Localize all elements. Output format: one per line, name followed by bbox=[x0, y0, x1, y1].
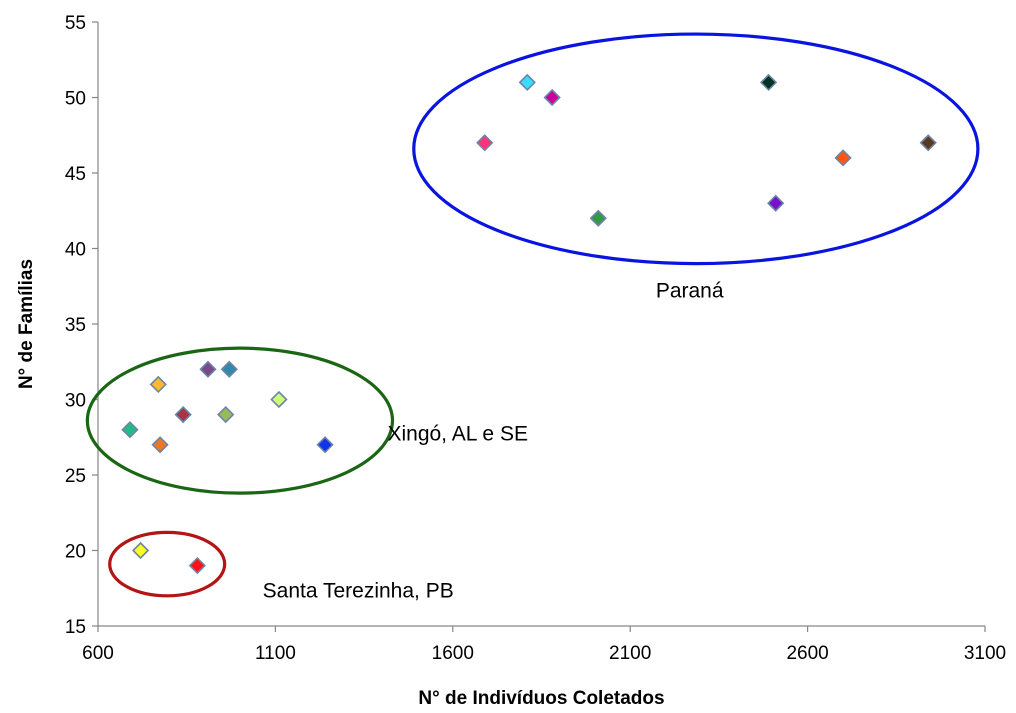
group-label: Paraná bbox=[656, 280, 724, 303]
data-point bbox=[199, 360, 217, 378]
data-point bbox=[759, 73, 778, 92]
x-tick-label: 3100 bbox=[964, 643, 1006, 664]
y-tick-label: 30 bbox=[65, 391, 86, 412]
data-point bbox=[217, 405, 235, 424]
y-tick-label: 15 bbox=[65, 617, 86, 638]
group-ellipses bbox=[85, 32, 980, 598]
group-labels: Paraná Xingó, AL e SE Santa Terezinha, PB bbox=[263, 280, 724, 603]
y-tick-label: 40 bbox=[65, 240, 86, 261]
x-tick-label: 600 bbox=[82, 643, 114, 664]
data-point bbox=[767, 194, 785, 212]
group-ellipse bbox=[412, 32, 980, 266]
data-point bbox=[131, 541, 150, 560]
group-label: Xingó, AL e SE bbox=[387, 422, 528, 445]
x-tick-label: 1100 bbox=[255, 643, 296, 664]
data-point bbox=[589, 209, 607, 227]
data-point bbox=[151, 436, 169, 454]
data-point bbox=[518, 73, 536, 92]
data-point bbox=[543, 88, 561, 107]
data-point bbox=[316, 436, 334, 454]
y-axis-ticks: 15 20 25 30 35 40 45 50 55 bbox=[65, 13, 98, 638]
data-point bbox=[476, 134, 494, 152]
x-axis-title: N° de Indivíduos Coletados bbox=[418, 688, 664, 709]
y-tick-label: 55 bbox=[65, 13, 86, 34]
x-axis-ticks: 600 1100 1600 2100 2600 3100 bbox=[82, 626, 1006, 664]
data-point bbox=[174, 405, 192, 424]
data-point bbox=[270, 390, 288, 409]
y-tick-label: 20 bbox=[65, 542, 86, 563]
y-tick-label: 45 bbox=[65, 164, 86, 185]
data-point bbox=[149, 375, 167, 394]
data-points bbox=[121, 73, 937, 575]
data-point bbox=[834, 149, 852, 167]
group-label: Santa Terezinha, PB bbox=[263, 579, 454, 602]
group-ellipse bbox=[108, 530, 227, 598]
y-tick-label: 25 bbox=[65, 466, 86, 487]
data-point bbox=[220, 360, 238, 378]
axes bbox=[97, 22, 985, 627]
x-tick-label: 1600 bbox=[432, 643, 474, 664]
y-tick-label: 50 bbox=[65, 89, 86, 110]
y-axis-title: N° de Famílias bbox=[16, 259, 37, 389]
x-tick-label: 2100 bbox=[609, 643, 651, 664]
data-point bbox=[121, 421, 139, 439]
group-ellipse bbox=[85, 346, 395, 495]
y-tick-label: 35 bbox=[65, 315, 86, 336]
data-point bbox=[919, 134, 937, 152]
x-tick-label: 2600 bbox=[786, 643, 828, 664]
data-point bbox=[188, 556, 206, 575]
